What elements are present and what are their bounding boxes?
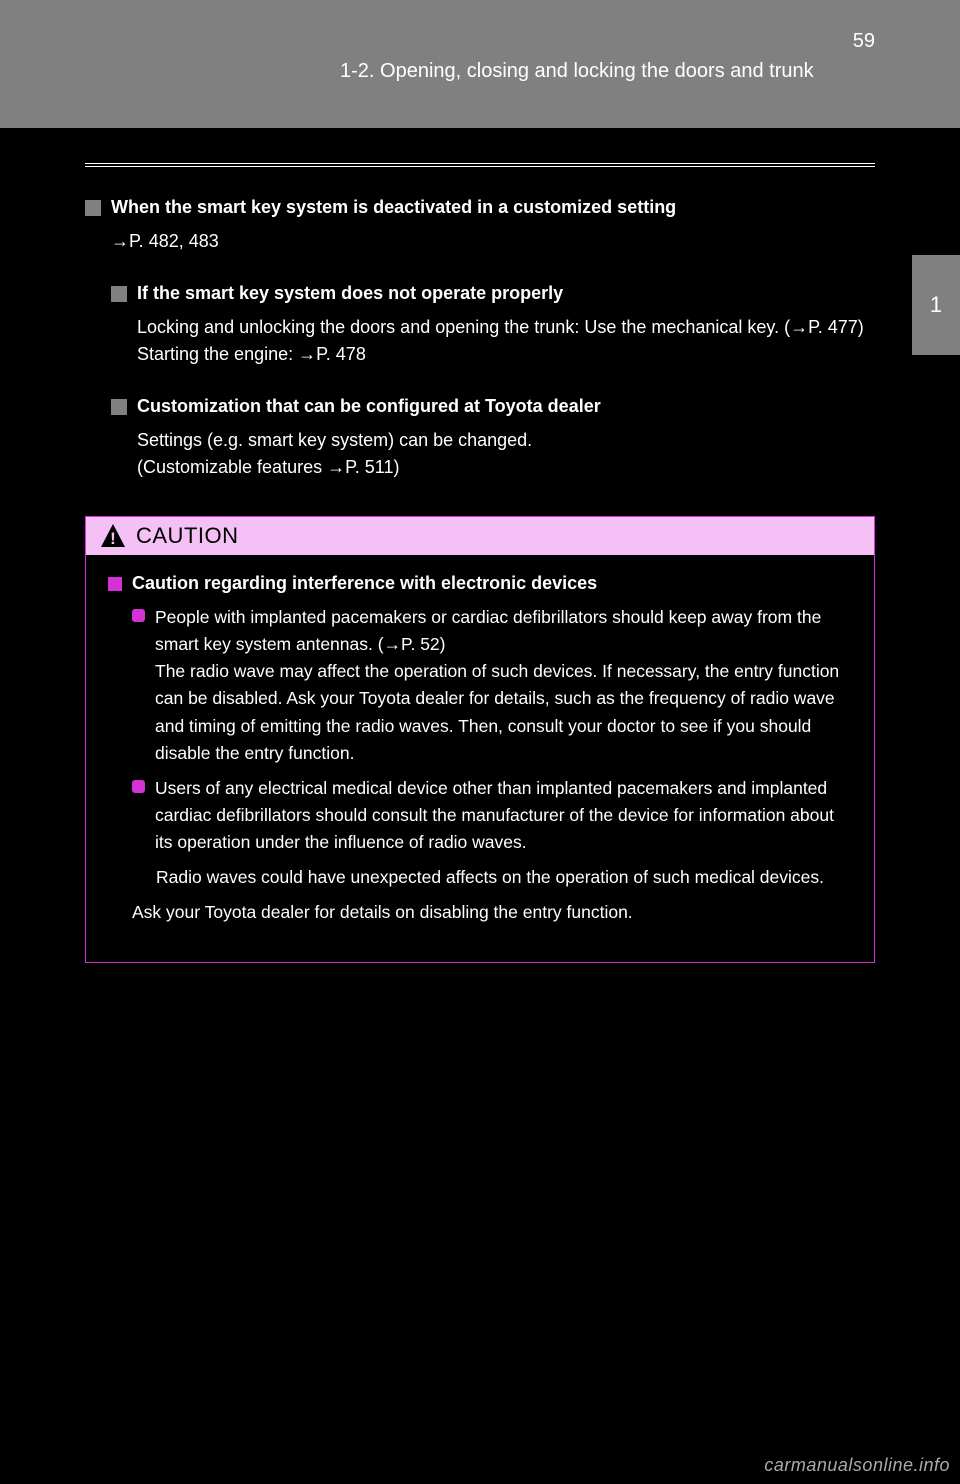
section-heading: If the smart key system does not operate… — [111, 283, 875, 304]
manual-page: 59 1-2. Opening, closing and locking the… — [0, 0, 960, 1484]
header-band: 59 1-2. Opening, closing and locking the… — [0, 0, 960, 128]
caution-title: Caution regarding interference with elec… — [132, 573, 597, 594]
section-heading: Customization that can be configured at … — [111, 396, 875, 417]
section-smart-key-not-operate: If the smart key system does not operate… — [85, 283, 875, 368]
content-area: When the smart key system is deactivated… — [0, 128, 960, 963]
magenta-bullet-icon — [132, 609, 145, 622]
double-rule — [85, 163, 875, 167]
side-tab-number: 1 — [930, 292, 942, 318]
caution-label: CAUTION — [136, 523, 239, 549]
caution-header: ! CAUTION — [86, 517, 874, 555]
caution-box: ! CAUTION Caution regarding interference… — [85, 516, 875, 963]
magenta-bullet-icon — [132, 780, 145, 793]
watermark: carmanualsonline.info — [764, 1455, 950, 1476]
section-body: Settings (e.g. smart key system) can be … — [111, 427, 875, 481]
section-title: When the smart key system is deactivated… — [111, 197, 676, 218]
square-bullet-icon — [85, 200, 101, 216]
caution-bullet-text: Radio waves could have unexpected affect… — [156, 864, 824, 891]
caution-bullet-item: Radio waves could have unexpected affect… — [108, 864, 852, 891]
section-body: →P. 482, 483 — [85, 228, 875, 255]
section-title: If the smart key system does not operate… — [137, 283, 563, 304]
page-number: 59 — [853, 30, 875, 53]
caution-bullet-item: Users of any electrical medical device o… — [108, 775, 852, 856]
section-body: Locking and unlocking the doors and open… — [111, 314, 875, 368]
caution-intro-text: People with implanted pacemakers or card… — [155, 604, 852, 767]
caution-bullet-text: Users of any electrical medical device o… — [155, 775, 852, 856]
chapter-title: 1-2. Opening, closing and locking the do… — [340, 60, 875, 83]
square-bullet-icon — [111, 286, 127, 302]
caution-bullet-item: People with implanted pacemakers or card… — [108, 604, 852, 767]
section-customization: Customization that can be configured at … — [85, 396, 875, 481]
caution-outro-text: Ask your Toyota dealer for details on di… — [108, 899, 852, 926]
side-tab: 1 — [912, 255, 960, 355]
section-heading: When the smart key system is deactivated… — [85, 197, 875, 218]
magenta-square-icon — [108, 577, 122, 591]
caution-body: Caution regarding interference with elec… — [86, 555, 874, 962]
section-title: Customization that can be configured at … — [137, 396, 601, 417]
caution-section-heading: Caution regarding interference with elec… — [108, 573, 852, 594]
warning-triangle-icon: ! — [100, 523, 126, 549]
square-bullet-icon — [111, 399, 127, 415]
svg-text:!: ! — [110, 529, 116, 548]
section-smart-key-deactivated: When the smart key system is deactivated… — [85, 197, 875, 255]
